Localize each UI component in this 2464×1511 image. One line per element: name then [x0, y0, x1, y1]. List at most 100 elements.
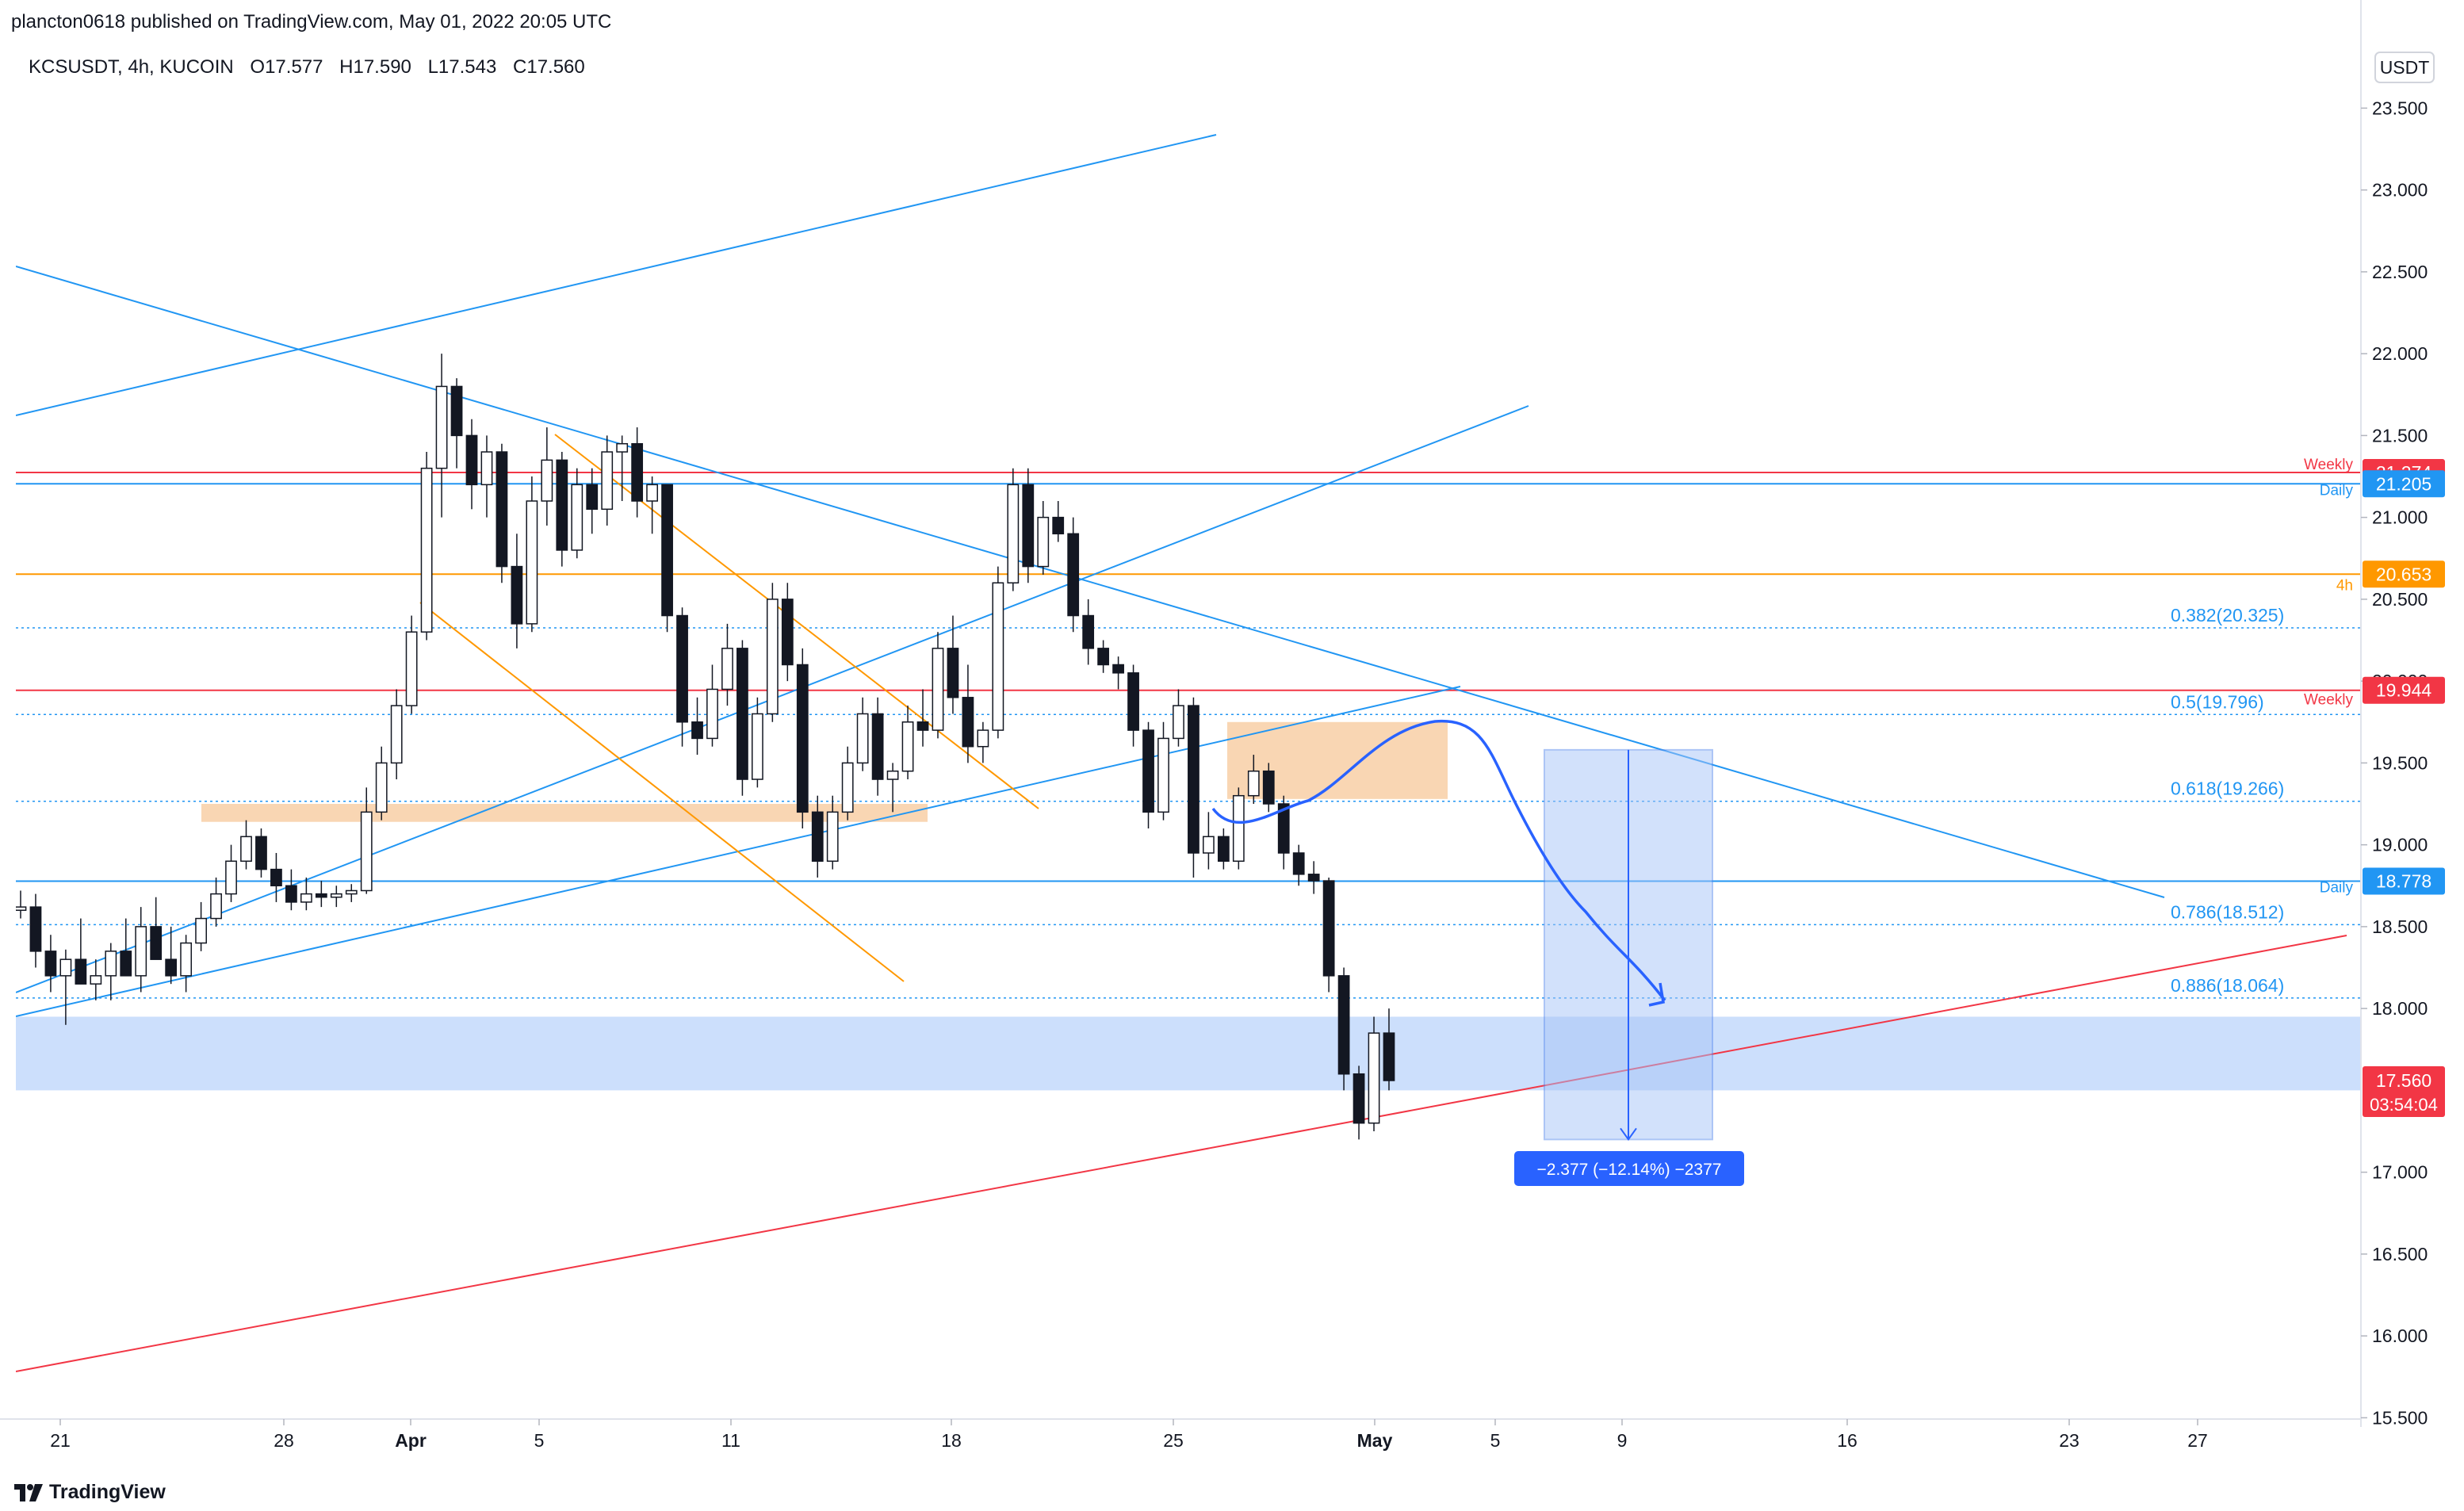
candle[interactable]: [360, 787, 373, 894]
candle[interactable]: [1383, 1008, 1395, 1091]
candle[interactable]: [1337, 967, 1350, 1091]
candle[interactable]: [947, 615, 959, 714]
candle[interactable]: [315, 881, 327, 908]
candle[interactable]: [270, 852, 282, 902]
time-scale[interactable]: 21 28 Apr 5 11 18 25 May 5 9 16 23 27: [50, 1419, 2208, 1451]
candle[interactable]: [135, 907, 147, 993]
candle[interactable]: [285, 869, 297, 911]
candle[interactable]: [1322, 877, 1335, 993]
candle[interactable]: [1217, 828, 1230, 870]
candle[interactable]: [706, 664, 718, 747]
candle[interactable]: [150, 897, 163, 960]
candle[interactable]: [225, 844, 237, 902]
price-label-4[interactable]: 18.778: [2363, 867, 2445, 895]
candle[interactable]: [1112, 656, 1124, 690]
candle[interactable]: [210, 877, 222, 927]
candle[interactable]: [105, 943, 117, 1000]
candle[interactable]: [526, 476, 538, 633]
candle[interactable]: [646, 476, 659, 534]
candle[interactable]: [826, 795, 839, 870]
candle[interactable]: [240, 820, 252, 870]
candle[interactable]: [44, 935, 57, 993]
candle[interactable]: [195, 901, 207, 951]
current-price-label[interactable]: 17.560 03:54:04: [2363, 1066, 2445, 1117]
candle[interactable]: [345, 884, 358, 902]
candle[interactable]: [871, 697, 884, 796]
candle[interactable]: [405, 615, 418, 714]
candle[interactable]: [59, 949, 72, 1025]
candle[interactable]: [616, 435, 629, 501]
candle[interactable]: [661, 484, 673, 633]
candle[interactable]: [300, 877, 312, 911]
candle[interactable]: [390, 689, 403, 780]
candle[interactable]: [916, 689, 929, 747]
candle[interactable]: [1188, 697, 1199, 878]
candle[interactable]: [1203, 812, 1215, 870]
candle[interactable]: [841, 746, 854, 821]
candle[interactable]: [1307, 861, 1320, 894]
candle[interactable]: [420, 452, 433, 641]
candle[interactable]: [450, 378, 463, 469]
candle[interactable]: [1007, 468, 1020, 591]
candle[interactable]: [556, 452, 568, 567]
candle[interactable]: [1368, 1016, 1380, 1132]
candle[interactable]: [120, 918, 132, 977]
tradingview-logo[interactable]: TradingView: [14, 1481, 166, 1504]
trendline-upper-channel[interactable]: [16, 134, 1217, 416]
candle[interactable]: [1277, 795, 1290, 870]
candle[interactable]: [586, 468, 599, 534]
candle[interactable]: [631, 427, 644, 518]
candle[interactable]: [375, 746, 388, 821]
candle[interactable]: [856, 697, 869, 771]
currency-badge[interactable]: USDT: [2374, 52, 2435, 83]
support-zone-blue[interactable]: [16, 1016, 2363, 1091]
candle[interactable]: [992, 566, 1004, 739]
candle[interactable]: [1037, 500, 1050, 575]
candle[interactable]: [977, 721, 989, 763]
candle[interactable]: [29, 893, 42, 968]
channel-lower-orange[interactable]: [419, 602, 905, 982]
candle[interactable]: [180, 935, 193, 993]
candle[interactable]: [330, 886, 342, 908]
candle[interactable]: [165, 926, 178, 985]
candle[interactable]: [691, 697, 703, 756]
candle[interactable]: [886, 763, 899, 813]
candle[interactable]: [511, 534, 523, 648]
price-label-3[interactable]: 19.944: [2363, 676, 2445, 704]
candle[interactable]: [465, 419, 478, 510]
candle[interactable]: [1142, 721, 1154, 828]
candle[interactable]: [541, 427, 553, 526]
candle[interactable]: [676, 607, 688, 747]
candle[interactable]: [1157, 721, 1169, 821]
candle[interactable]: [781, 583, 794, 682]
candle[interactable]: [766, 583, 779, 722]
candle[interactable]: [571, 468, 583, 559]
candle[interactable]: [1082, 599, 1095, 665]
candle[interactable]: [751, 697, 763, 788]
candle[interactable]: [255, 828, 267, 878]
supply-zone-orange[interactable]: [1227, 721, 1448, 799]
price-label-2[interactable]: 20.653: [2363, 560, 2445, 588]
candle[interactable]: [601, 435, 614, 526]
price-scale[interactable]: 23.500 23.000 22.500 22.000 21.500 21.000 20.5…: [2361, 98, 2445, 1428]
candle[interactable]: [495, 443, 508, 583]
candle[interactable]: [1067, 517, 1080, 633]
candle[interactable]: [1353, 1065, 1365, 1140]
candle[interactable]: [1127, 664, 1139, 747]
price-label-1[interactable]: 21.205: [2363, 470, 2445, 498]
candle[interactable]: [435, 354, 448, 518]
candle[interactable]: [1247, 755, 1260, 805]
plot-area[interactable]: [15, 134, 2363, 1372]
candle[interactable]: [1232, 787, 1245, 870]
candle[interactable]: [75, 918, 87, 985]
candle[interactable]: [901, 706, 914, 780]
candle[interactable]: [811, 795, 824, 878]
candle[interactable]: [932, 632, 944, 739]
candle[interactable]: [1052, 500, 1065, 542]
candle[interactable]: [15, 890, 27, 919]
candle[interactable]: [962, 664, 974, 763]
trendline-long-term-support[interactable]: [16, 935, 2347, 1372]
candle[interactable]: [737, 640, 748, 796]
trendline-descending-resistance[interactable]: [16, 266, 2165, 898]
